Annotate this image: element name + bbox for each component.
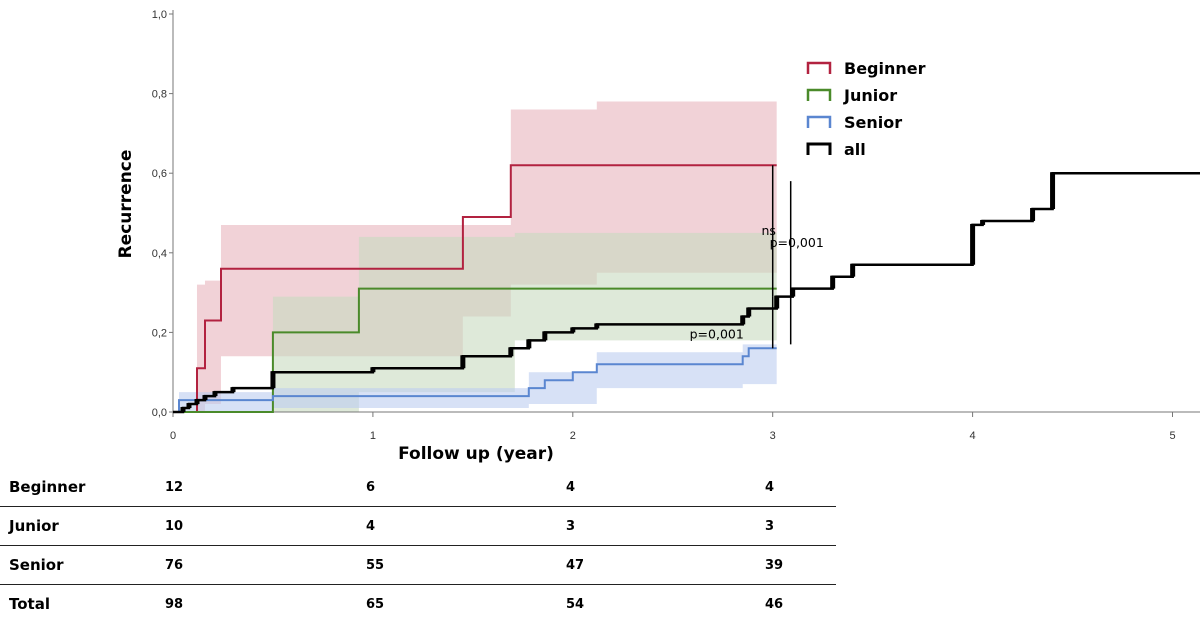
- step-marker: [850, 263, 856, 277]
- risk-row-total: Total 98 65 54 46: [0, 585, 836, 624]
- risk-cell: 65: [366, 597, 385, 612]
- risk-row-senior: Senior 76 55 47 39: [0, 546, 836, 585]
- x-axis-label: Follow up (year): [398, 444, 554, 464]
- significance-brackets: [771, 165, 792, 349]
- step-marker: [774, 295, 780, 309]
- risk-cell: 3: [566, 519, 576, 534]
- step-marker: [526, 339, 532, 349]
- y-tick-label: 0,4: [152, 248, 167, 260]
- step-marker: [1030, 208, 1036, 221]
- legend-swatch-beginner: [806, 61, 832, 74]
- legend-label-senior: Senior: [844, 113, 902, 132]
- x-tick-label: 3: [770, 430, 776, 442]
- legend-label-junior: Junior: [843, 86, 897, 105]
- step-marker: [830, 275, 836, 289]
- recurrence-chart: 0 1 2 3 4 50,00,20,40,60,81,0 nsp=0,001p=0,00…: [116, 9, 1200, 464]
- step-marker: [980, 219, 986, 225]
- annotation-label: p=0,001: [770, 235, 824, 250]
- x-tick-label: 4: [970, 430, 976, 442]
- risk-cell: 54: [566, 597, 585, 612]
- confidence-bands: [178, 101, 777, 412]
- risk-row-beginner: Beginner 12 6 4 4: [0, 468, 836, 507]
- x-tick-label: 2: [570, 430, 576, 442]
- y-tick-label: 1,0: [152, 9, 167, 21]
- risk-cell: 47: [566, 558, 585, 573]
- series-line-beginner: [173, 164, 777, 413]
- step-marker: [230, 387, 236, 393]
- step-marker: [746, 307, 752, 317]
- risk-cell: 39: [765, 558, 784, 573]
- step-marker: [180, 407, 186, 412]
- step-marker: [460, 355, 466, 369]
- risk-row-label: Total: [9, 595, 50, 613]
- legend-swatch-senior: [806, 115, 832, 128]
- annotation-label: p=0,001: [690, 326, 744, 341]
- y-tick-label: 0,8: [152, 89, 167, 101]
- risk-cell: 55: [366, 558, 385, 573]
- risk-cell: 6: [366, 480, 376, 495]
- risk-row-label: Junior: [9, 517, 59, 535]
- step-marker: [542, 331, 548, 341]
- y-tick-label: 0,6: [152, 168, 167, 180]
- risk-table: Beginner 12 6 4 4 Junior 10 4 3 3 Senior…: [0, 468, 836, 624]
- risk-cell: 12: [165, 480, 184, 495]
- risk-cell: 4: [765, 480, 775, 495]
- step-marker: [790, 287, 796, 297]
- annotation-label: ns: [761, 223, 775, 238]
- legend-swatch-all: [806, 142, 832, 155]
- step-marker: [270, 371, 276, 389]
- legend-swatch-junior: [806, 88, 832, 101]
- legend-label-all: all: [844, 140, 866, 159]
- y-axis-label: Recurrence: [116, 150, 136, 259]
- x-tick-label: 1: [370, 430, 376, 442]
- risk-cell: 3: [765, 519, 775, 534]
- series-lines: [173, 164, 1200, 414]
- series-line-senior: [173, 347, 777, 413]
- step-marker: [1050, 172, 1056, 210]
- y-tick-label: 0,2: [152, 327, 167, 339]
- risk-cell: 10: [165, 519, 184, 534]
- risk-cell: 76: [165, 558, 184, 573]
- series-line-junior: [173, 287, 777, 413]
- step-marker: [970, 223, 976, 265]
- legend: Beginner Junior Senior all: [806, 59, 926, 159]
- risk-row-junior: Junior 10 4 3 3: [0, 507, 836, 546]
- risk-cell: 98: [165, 597, 184, 612]
- risk-row-label: Senior: [9, 556, 64, 574]
- step-marker: [570, 327, 576, 333]
- step-marker: [194, 399, 200, 405]
- risk-cell: 4: [366, 519, 376, 534]
- x-tick-label: 5: [1169, 430, 1175, 442]
- ci-band-senior: [178, 344, 777, 412]
- step-marker: [202, 395, 208, 401]
- axes: 0 1 2 3 4 5 0,0 0,2 0,4 0,6 0,8 1,0: [152, 9, 1200, 442]
- step-marker: [508, 347, 514, 357]
- risk-cell: 4: [566, 480, 576, 495]
- step-marker: [212, 391, 218, 397]
- risk-cell: 46: [765, 597, 784, 612]
- y-tick-label: 0,0: [152, 407, 167, 419]
- risk-row-label: Beginner: [9, 478, 86, 496]
- step-marker: [186, 403, 192, 409]
- x-tick-label: 0: [170, 430, 176, 442]
- legend-label-beginner: Beginner: [844, 59, 926, 78]
- step-marker: [740, 315, 746, 325]
- step-marker: [370, 367, 376, 373]
- step-marker: [594, 323, 600, 329]
